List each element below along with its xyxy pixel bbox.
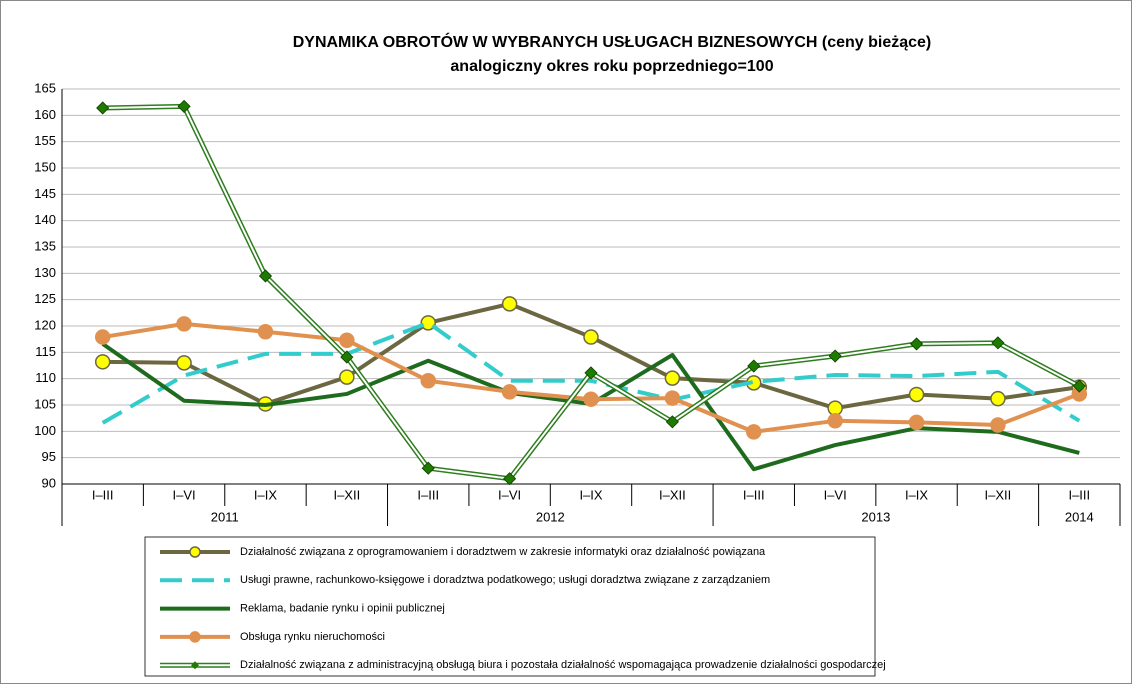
y-tick-label: 165 xyxy=(34,80,56,95)
year-label: 2014 xyxy=(1065,509,1094,524)
point xyxy=(827,413,843,429)
legend-label: Reklama, badanie rynku i opinii publiczn… xyxy=(240,603,445,615)
point xyxy=(340,350,354,364)
point xyxy=(177,99,191,113)
y-tick-label: 105 xyxy=(34,396,56,411)
y-tick-label: 140 xyxy=(34,212,56,227)
point xyxy=(420,373,436,389)
y-tick-label: 135 xyxy=(34,238,56,253)
point xyxy=(990,390,1006,407)
legend-marker xyxy=(191,661,199,670)
y-tick-label: 95 xyxy=(42,449,56,464)
point xyxy=(176,355,192,371)
y-tick-label: 130 xyxy=(34,265,56,280)
x-tick-label: I–VI xyxy=(824,487,847,502)
point xyxy=(421,461,435,475)
point xyxy=(258,269,273,283)
x-tick-label: I–IX xyxy=(905,487,928,502)
x-tick-label: I–XII xyxy=(333,487,360,502)
x-tick-label: I–III xyxy=(743,487,765,502)
point xyxy=(339,332,355,348)
point xyxy=(664,390,681,406)
chart-title: DYNAMIKA OBROTÓW W WYBRANYCH USŁUGACH BI… xyxy=(293,32,932,51)
x-tick-label: I–III xyxy=(92,487,114,502)
y-tick-label: 115 xyxy=(35,344,56,359)
x-tick-label: I–XII xyxy=(985,487,1012,502)
point xyxy=(503,472,517,486)
x-tick-label: I–III xyxy=(417,487,439,502)
point xyxy=(583,391,599,407)
point xyxy=(990,417,1006,433)
point xyxy=(501,384,518,400)
legend-box xyxy=(144,536,876,677)
point xyxy=(664,370,681,386)
y-tick-label: 150 xyxy=(34,159,56,174)
y-tick-label: 125 xyxy=(34,291,56,306)
point xyxy=(339,369,355,385)
y-tick-label: 100 xyxy=(34,423,56,438)
series-line xyxy=(101,320,1081,425)
x-tick-label: I–VI xyxy=(498,487,521,502)
legend-label: Działalność związana z oprogramowaniem i… xyxy=(240,546,766,558)
x-tick-label: I–IX xyxy=(579,487,602,502)
point xyxy=(747,359,761,373)
point xyxy=(1072,379,1086,393)
point xyxy=(94,354,111,370)
x-tick-label: I–XII xyxy=(659,487,686,502)
year-label: 2011 xyxy=(211,509,239,524)
x-tick-label: I–VI xyxy=(173,487,196,502)
chart-subtitle: analogiczny okres roku poprzedniego=100 xyxy=(450,58,773,75)
y-tick-label: 145 xyxy=(34,186,56,201)
point xyxy=(991,336,1005,350)
point xyxy=(176,316,192,332)
point xyxy=(420,315,436,331)
point xyxy=(584,366,598,380)
legend-label: Działalność związana z administracyjną o… xyxy=(240,659,886,671)
point xyxy=(828,349,842,363)
point xyxy=(746,424,762,440)
y-tick-label: 155 xyxy=(34,133,56,148)
y-tick-label: 120 xyxy=(34,317,56,332)
point xyxy=(665,415,679,429)
y-tick-label: 90 xyxy=(42,475,56,490)
legend-label: Obsługa rynku nieruchomości xyxy=(240,631,385,643)
point xyxy=(908,386,925,403)
point xyxy=(501,296,518,312)
point xyxy=(96,101,110,115)
point xyxy=(583,329,599,345)
legend-label: Usługi prawne, rachunkowo-księgowe i dor… xyxy=(240,574,770,586)
year-label: 2012 xyxy=(536,509,565,524)
point xyxy=(257,324,274,340)
y-tick-label: 110 xyxy=(35,370,56,385)
point xyxy=(908,414,925,431)
year-label: 2013 xyxy=(861,509,890,524)
x-tick-label: I–IX xyxy=(254,487,277,502)
point xyxy=(909,337,924,351)
x-tick-label: I–III xyxy=(1068,487,1090,502)
y-tick-label: 160 xyxy=(34,107,56,122)
point xyxy=(94,329,111,345)
legend-marker xyxy=(189,546,201,558)
legend-marker xyxy=(189,631,201,643)
